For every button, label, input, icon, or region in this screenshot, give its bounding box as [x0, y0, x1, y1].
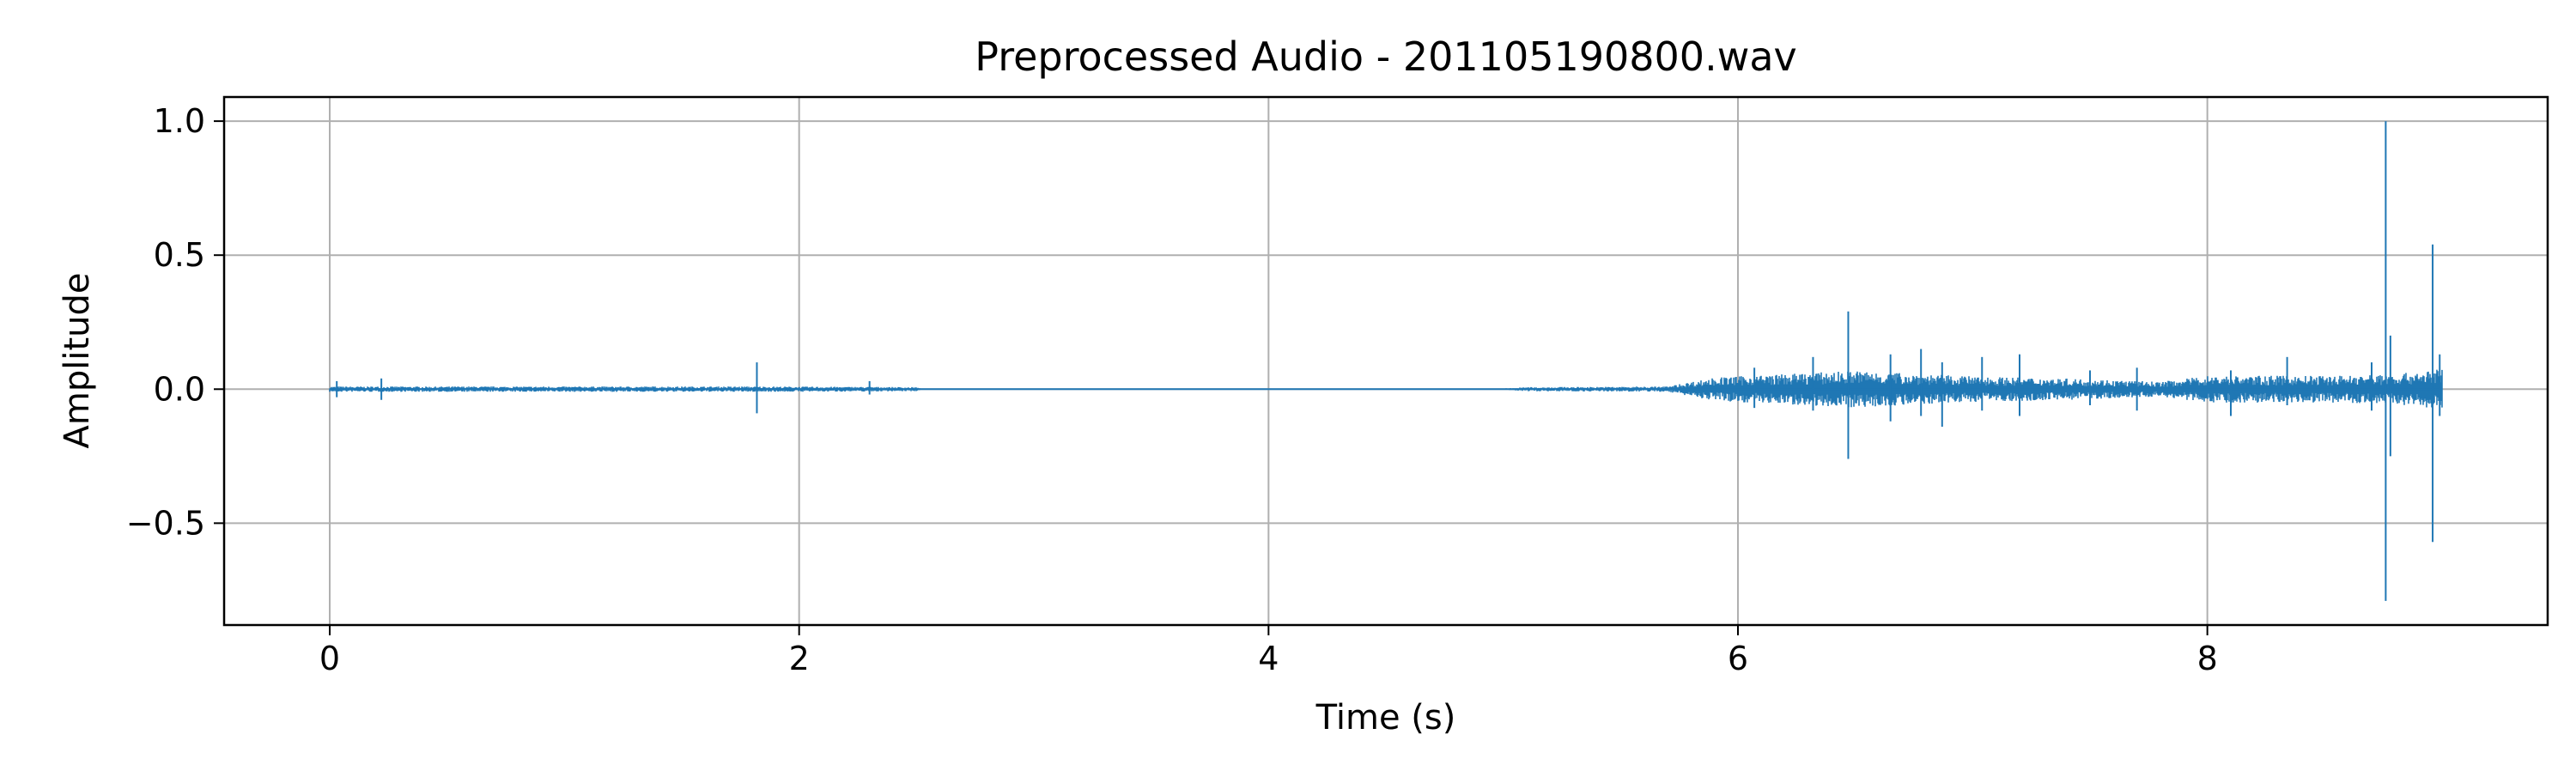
tick-layer: 0 2 4 6 8 −0.5 0.0 0.5 1.0 — [126, 102, 2218, 677]
x-tick-label: 8 — [2197, 640, 2218, 677]
x-tick-label: 0 — [319, 640, 340, 677]
y-tick-label: 1.0 — [154, 102, 205, 140]
x-tick-label: 2 — [789, 640, 810, 677]
y-tick-label: 0.5 — [154, 236, 205, 274]
y-tick-label: 0.0 — [154, 370, 205, 408]
waveform-layer — [329, 121, 2443, 601]
x-tick-label: 6 — [1728, 640, 1748, 677]
y-tick-label: −0.5 — [126, 504, 205, 542]
chart-title: Preprocessed Audio - 201105190800.wav — [975, 33, 1796, 80]
x-axis-label: Time (s) — [1315, 698, 1456, 738]
x-tick-label: 4 — [1258, 640, 1279, 677]
plot-frame — [222, 95, 2549, 627]
grid-layer — [224, 97, 2548, 625]
y-axis-label: Amplitude — [58, 273, 97, 449]
